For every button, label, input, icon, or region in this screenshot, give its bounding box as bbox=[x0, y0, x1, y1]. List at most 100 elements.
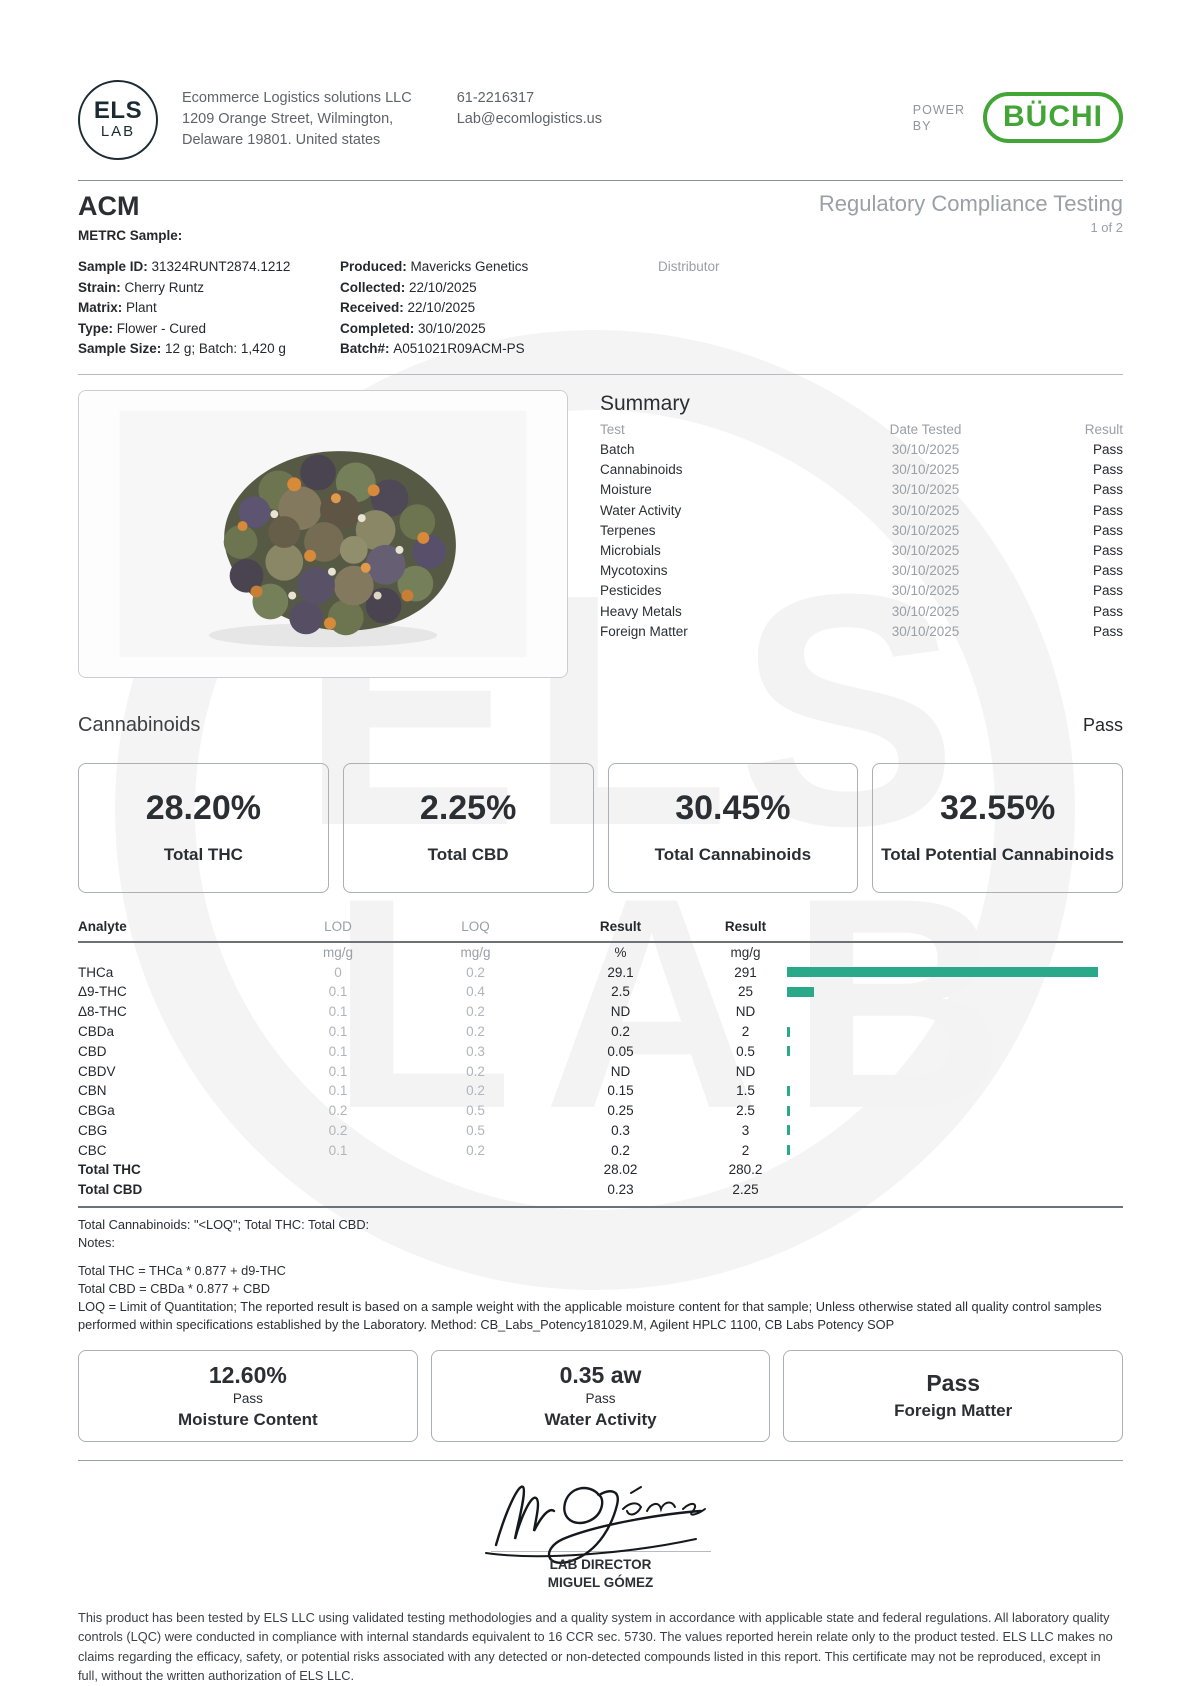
summary-col-date: Date Tested bbox=[889, 421, 962, 437]
analyte-result-pct: 2.5 bbox=[611, 984, 630, 1000]
compliance-title: Regulatory Compliance Testing bbox=[818, 191, 1123, 216]
result-bar bbox=[787, 1046, 790, 1057]
analyte-result-pct: 0.2 bbox=[611, 1024, 630, 1040]
analyte-row: CBN 0.1 0.2 0.15 1.5 bbox=[78, 1081, 1123, 1101]
analyte-total-name: Total THC bbox=[78, 1162, 141, 1178]
result-bar bbox=[787, 1125, 791, 1136]
summary-test-date: 30/10/2025 bbox=[891, 482, 960, 498]
coa-page: ELS LAB ELS LAB Ecommerce Logistics solu… bbox=[78, 80, 1124, 1683]
title-row: ACM METRC Sample: Regulatory Compliance … bbox=[78, 191, 1123, 243]
summary-col-test: Test bbox=[600, 421, 625, 437]
stat-value: 28.20% bbox=[145, 789, 262, 828]
analyte-total-pct: 0.23 bbox=[607, 1182, 634, 1198]
header-divider bbox=[78, 180, 1123, 181]
signature-image bbox=[484, 1485, 706, 1564]
analyte-total-name: Total CBD bbox=[78, 1182, 143, 1198]
result-bar bbox=[787, 1145, 790, 1156]
summary-test-name: Batch bbox=[600, 442, 635, 458]
sample-meta-row: Matrix: Plant bbox=[78, 300, 157, 315]
result-bar bbox=[787, 986, 814, 997]
analyte-total-row: Total CBD 0.23 2.25 bbox=[78, 1180, 1123, 1200]
stat-value: 32.55% bbox=[939, 789, 1056, 828]
summary-test-name: Cannabinoids bbox=[600, 462, 683, 478]
company-address: Ecommerce Logistics solutions LLC 1209 O… bbox=[182, 80, 412, 151]
analyte-result-mgg: 1.5 bbox=[736, 1083, 755, 1099]
sample-meta-row: Completed: 30/10/2025 bbox=[340, 320, 486, 336]
bottom-stat-sub: Pass bbox=[232, 1390, 263, 1406]
summary-test-name: Water Activity bbox=[600, 502, 682, 518]
summary-test-date: 30/10/2025 bbox=[891, 502, 960, 518]
summary-test-result: Pass bbox=[1092, 442, 1123, 458]
analyte-row: THCa 0 0.2 29.1 291 bbox=[78, 962, 1123, 982]
bottom-stat-sub: Pass bbox=[585, 1390, 616, 1406]
flower-illustration bbox=[79, 390, 567, 677]
buchi-logo: BÜCHI bbox=[983, 92, 1123, 143]
disclaimer-text: This product has been tested by ELS LLC … bbox=[78, 1609, 1113, 1684]
sample-meta-label: Collected: bbox=[340, 279, 410, 295]
analyte-loq: 0.2 bbox=[466, 1004, 485, 1020]
analyte-table: Analyte LOD LOQ Result Result mg/g mg/g … bbox=[78, 915, 1123, 1208]
sample-meta-label: Matrix: bbox=[78, 300, 127, 315]
analyte-bar-cell bbox=[783, 1069, 1123, 1074]
analyte-loq: 0.2 bbox=[466, 1083, 485, 1099]
sample-metadata: Sample ID: 31324RUNT2874.1212 Strain: Che… bbox=[78, 257, 1123, 374]
analyte-result-pct: ND bbox=[610, 1004, 631, 1020]
analyte-result-mgg: 0.5 bbox=[736, 1043, 755, 1059]
summary-test-name: Pesticides bbox=[600, 583, 662, 599]
sample-meta-label: Type: bbox=[78, 320, 117, 336]
summary-test-date: 30/10/2025 bbox=[891, 543, 960, 559]
signer-name: MIGUEL GÓMEZ bbox=[547, 1574, 654, 1590]
analyte-row: CBGa 0.2 0.5 0.25 2.5 bbox=[78, 1101, 1123, 1121]
analyte-lod: 0.1 bbox=[328, 1083, 348, 1099]
analyte-lod: 0.2 bbox=[328, 1103, 348, 1119]
logo-lab-text: LAB bbox=[100, 123, 136, 141]
analyte-result-mgg: 2.5 bbox=[736, 1103, 755, 1119]
notes-label: Notes: bbox=[78, 1234, 115, 1250]
analyte-result-pct: 0.2 bbox=[611, 1142, 630, 1158]
analyte-name: CBDV bbox=[78, 1063, 116, 1079]
result-bar bbox=[787, 1085, 790, 1096]
analyte-bar-cell bbox=[783, 1044, 1123, 1059]
analyte-loq: 0.4 bbox=[466, 984, 485, 1000]
summary-test-result: Pass bbox=[1092, 583, 1123, 599]
analyte-units-row: mg/g mg/g % mg/g bbox=[78, 943, 1123, 963]
cannabinoid-stat-card: 28.20% Total THC bbox=[78, 762, 329, 893]
summary-test-name: Foreign Matter bbox=[600, 623, 688, 639]
col-lod: LOD bbox=[324, 918, 352, 934]
stat-label: Total Potential Cannabinoids bbox=[881, 845, 1115, 865]
summary-test-result: Pass bbox=[1092, 603, 1123, 619]
analyte-result-pct: 29.1 bbox=[607, 964, 634, 980]
cannabinoid-stat-cards: 28.20% Total THC 2.25% Total CBD 30.45% Total… bbox=[78, 762, 1123, 893]
signer-role: LAB DIRECTOR bbox=[549, 1556, 652, 1572]
analyte-result-pct: 0.15 bbox=[607, 1083, 634, 1099]
signature-divider bbox=[78, 1459, 1123, 1461]
summary-col-result: Result bbox=[1084, 421, 1123, 437]
col-result-mgg: Result bbox=[724, 918, 767, 934]
result-bar bbox=[787, 967, 1099, 978]
analyte-lod: 0.1 bbox=[328, 1142, 348, 1158]
analyte-lod: 0.1 bbox=[328, 1063, 348, 1079]
sample-meta-row: Collected: 22/10/2025 bbox=[340, 279, 477, 295]
summary-test-date: 30/10/2025 bbox=[891, 442, 960, 458]
cannabinoids-title: Cannabinoids bbox=[78, 713, 201, 736]
sample-meta-row: Sample ID: 31324RUNT2874.1212 bbox=[78, 259, 291, 274]
analyte-lod: 0.1 bbox=[328, 1043, 348, 1059]
stat-label: Total Cannabinoids bbox=[654, 845, 812, 865]
cannabinoid-stat-card: 2.25% Total CBD bbox=[342, 762, 594, 893]
power-by-label: POWER BY bbox=[912, 102, 965, 133]
page-title: ACM bbox=[78, 191, 140, 221]
logo-els-text: ELS bbox=[93, 97, 143, 125]
signature-underline bbox=[490, 1550, 711, 1552]
summary-test-name: Heavy Metals bbox=[600, 603, 682, 619]
company-address-line2: Delaware 19801. United states bbox=[182, 132, 381, 148]
result-bar bbox=[787, 1026, 790, 1037]
analyte-lod: 0.1 bbox=[328, 984, 348, 1000]
bottom-stat-label: Water Activity bbox=[544, 1409, 657, 1429]
notes-section: Total Cannabinoids: "<LOQ"; Total THC: T… bbox=[78, 1216, 1123, 1334]
analyte-bar-cell bbox=[783, 985, 1123, 1000]
summary-test-result: Pass bbox=[1092, 462, 1123, 478]
stat-label: Total CBD bbox=[427, 845, 509, 865]
analyte-result-pct: 0.05 bbox=[607, 1043, 634, 1059]
sample-meta-label: Produced: bbox=[340, 259, 411, 274]
sample-meta-label: Sample Size: bbox=[78, 341, 166, 356]
